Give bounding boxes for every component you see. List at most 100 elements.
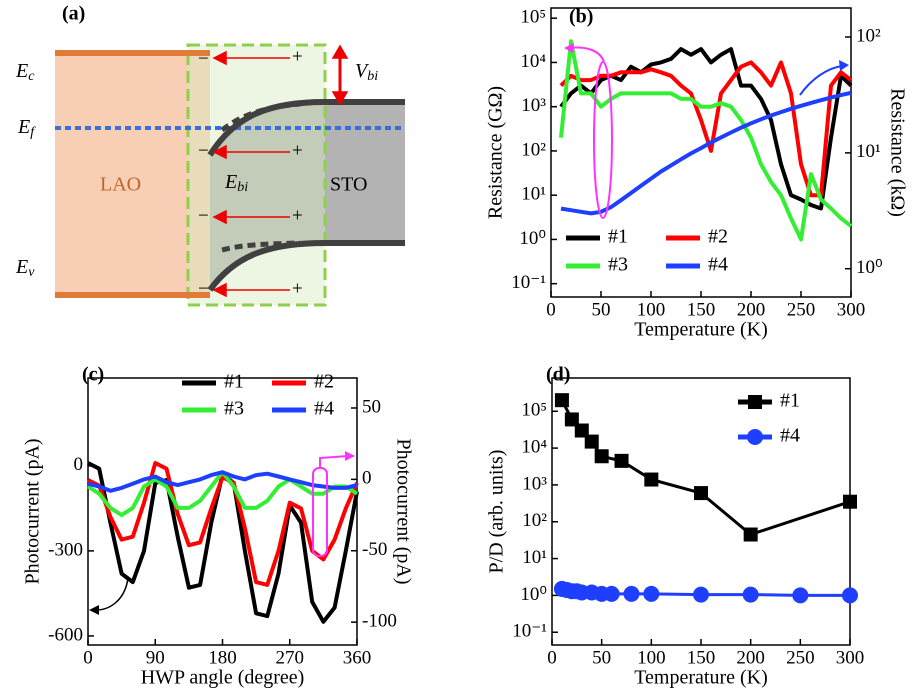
x-tick-label: 0	[546, 299, 556, 320]
x-tick-label: 180	[208, 647, 237, 668]
annotation	[319, 455, 349, 468]
y2-tick-label: 10²	[856, 25, 881, 46]
y-axis-title: P/D (arb. units)	[486, 450, 508, 574]
legend-label: #3	[608, 254, 628, 276]
marker	[842, 587, 858, 604]
x-tick-label: 0	[547, 647, 557, 668]
y-axis-title: Photocurrent (pA)	[22, 438, 44, 584]
charge: −	[198, 205, 209, 226]
plot-frame	[551, 377, 851, 646]
marker	[574, 423, 589, 438]
legend-label: #4	[314, 398, 334, 420]
y-tick-label: 10⁰	[519, 228, 546, 249]
marker	[603, 585, 620, 602]
y-tick-label: 10¹	[522, 547, 547, 568]
marker	[623, 585, 640, 602]
sto-label: STO	[330, 174, 367, 196]
y2-tick-label: 10¹	[856, 141, 881, 162]
ef-label: Ef	[17, 116, 36, 141]
panel-label: (a)	[62, 3, 85, 25]
legend-label: #2	[708, 226, 728, 248]
x-tick-label: 50	[592, 299, 611, 320]
annotation	[593, 61, 613, 219]
x-tick-label: 150	[687, 299, 716, 320]
annotation	[839, 60, 849, 71]
y2-axis-title: Photocurrent (pA)	[392, 438, 414, 584]
charge: +	[292, 278, 303, 299]
panel-label: (c)	[82, 364, 104, 386]
x-tick-label: 300	[837, 299, 866, 320]
y-tick-label: 10¹	[521, 184, 546, 205]
y2-tick-label: 10⁰	[856, 257, 883, 278]
field-arrows	[212, 44, 349, 298]
annotation	[345, 451, 355, 461]
y2-tick-label: -100	[362, 611, 397, 632]
marker	[594, 449, 609, 464]
lao-region	[55, 53, 210, 295]
x-tick-label: 50	[592, 647, 611, 668]
vbi-label: Vbi	[355, 60, 378, 85]
marker	[743, 527, 758, 542]
x-tick-label: 250	[786, 647, 815, 668]
y-tick-label: 10²	[521, 139, 546, 160]
marker	[644, 472, 659, 487]
y2-tick-label: -50	[362, 539, 387, 560]
legend-marker	[748, 395, 762, 409]
cb-dash	[220, 101, 301, 132]
annotation	[312, 467, 328, 557]
panel-label: (b)	[569, 6, 593, 28]
depletion-box	[186, 43, 327, 307]
marker	[584, 434, 599, 449]
panel-label: (d)	[546, 364, 570, 386]
x-tick-label: 100	[637, 299, 666, 320]
marker	[742, 586, 759, 603]
annotation	[569, 46, 605, 63]
series-line	[87, 461, 359, 587]
y-tick-label: 10⁻¹	[511, 272, 546, 293]
annotation	[799, 65, 843, 96]
ev-label: Ev	[15, 256, 35, 281]
x-tick-label: 360	[343, 647, 372, 668]
y-tick-label: 10⁵	[520, 7, 546, 28]
lao-label: LAO	[100, 174, 141, 196]
marker	[643, 585, 660, 602]
x-tick-label: 150	[687, 647, 716, 668]
marker	[792, 587, 809, 604]
charge: −	[198, 140, 209, 161]
y-tick-label: 10⁴	[521, 436, 547, 457]
legend-label: #2	[314, 371, 334, 393]
x-tick-label: 0	[83, 647, 93, 668]
y-axis-title: Resistance (GΩ)	[485, 86, 507, 219]
legend-label: #1	[608, 226, 628, 248]
x-tick-label: 200	[736, 647, 765, 668]
series-line	[560, 399, 851, 536]
x-tick-label: 200	[737, 299, 766, 320]
vb-dash	[221, 240, 301, 253]
ec-label: Ec	[15, 60, 35, 85]
annotation	[95, 577, 129, 611]
x-axis-title: HWP angle (degree)	[141, 667, 305, 689]
legend-marker	[747, 429, 763, 445]
x-tick-label: 250	[787, 299, 816, 320]
series-line	[559, 39, 853, 242]
legend-label: #4	[708, 254, 728, 276]
legend-label: #1	[224, 371, 244, 393]
marker	[693, 586, 709, 603]
x-tick-label: 100	[637, 647, 666, 668]
charge: +	[292, 205, 303, 226]
legend-label: #1	[780, 390, 800, 412]
y-tick-label: 10³	[522, 473, 547, 494]
x-tick-label: 90	[146, 647, 165, 668]
marker	[564, 412, 579, 427]
y-tick-label: -300	[48, 539, 83, 560]
series-line	[559, 60, 853, 198]
x-tick-label: 300	[836, 647, 865, 668]
x-axis-title: Temperature (K)	[634, 319, 768, 341]
y-tick-label: 0	[74, 454, 84, 475]
charge: +	[292, 46, 303, 67]
band-diagram: (a) Ec Ef Ev Ebi Vbi LAO STO − − − − + +…	[15, 3, 405, 307]
y2-axis-title: Resistance (kΩ)	[886, 88, 908, 217]
y-tick-label: 10²	[522, 510, 547, 531]
marker	[843, 494, 857, 509]
y-tick-label: 10⁰	[520, 584, 547, 605]
